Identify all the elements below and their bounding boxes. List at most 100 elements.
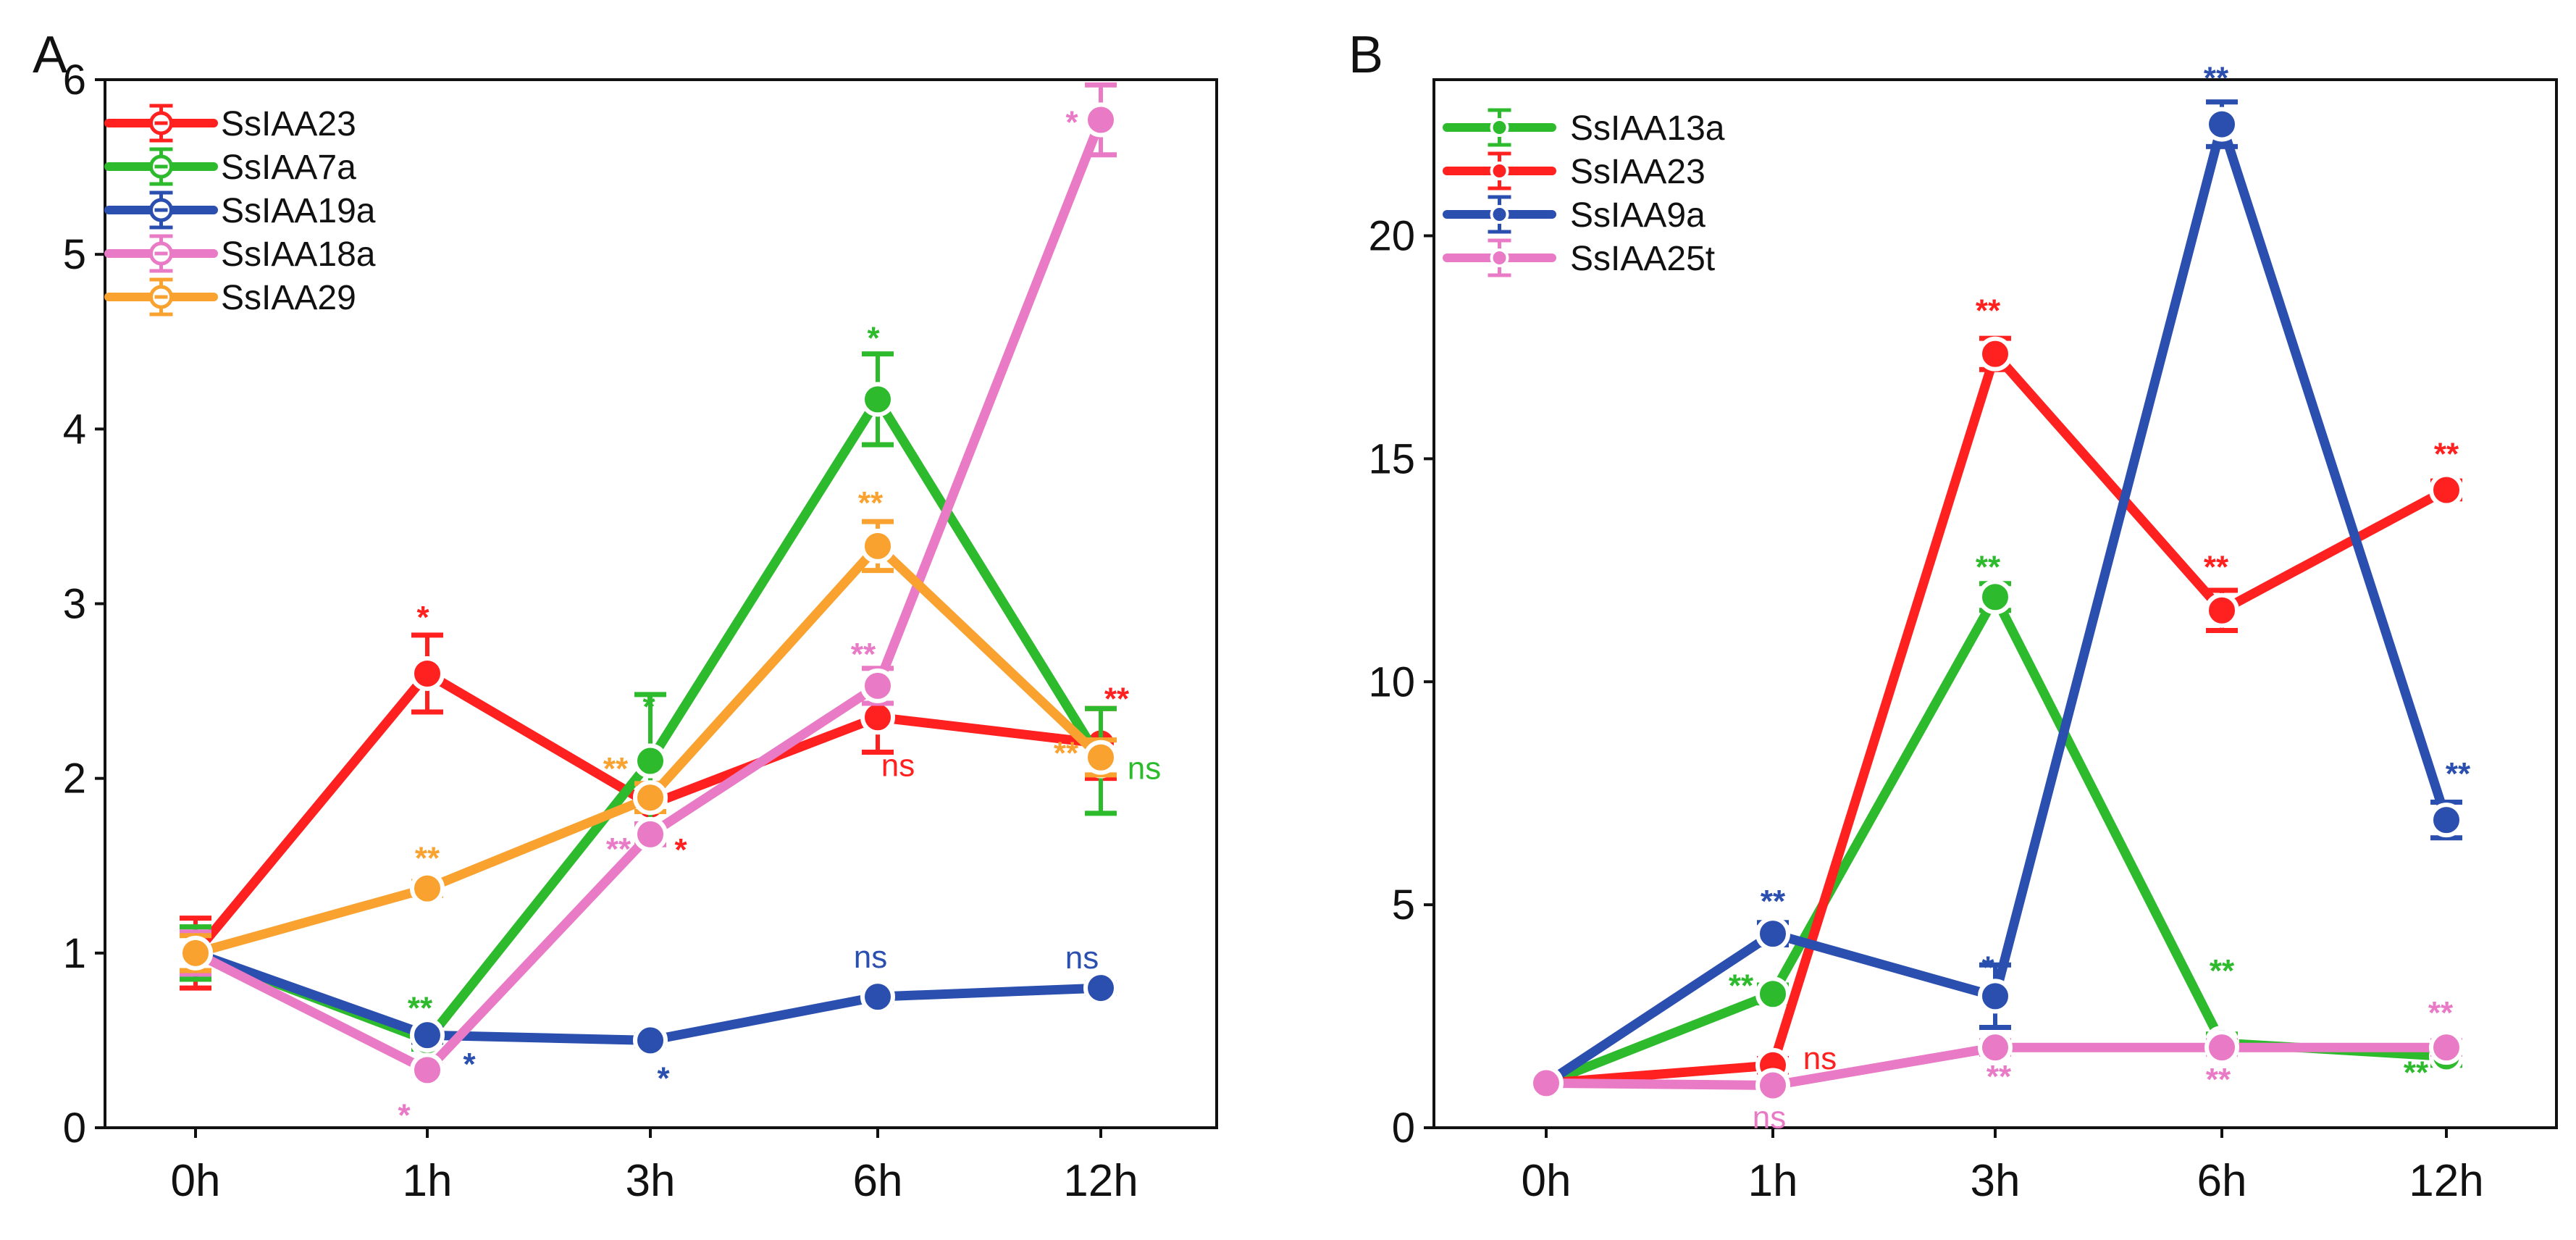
y-tick-label: 5 [1392,881,1415,929]
significance-label: ** [1976,293,2001,329]
significance-label: ** [2204,550,2229,585]
significance-label: ** [1761,884,1786,919]
significance-label: ** [851,637,876,672]
significance-label: * [398,1097,411,1133]
legend: SsIAA23 SsIAA7a SsIAA19a SsIAA18a SsIAA29 [104,104,376,317]
legend-label: SsIAA19a [221,192,376,230]
significance-label: ** [2404,1055,2429,1090]
data-point [633,1023,668,1058]
data-point [1083,740,1118,775]
data-point [2204,1030,2239,1065]
legend-item: SsIAA7a [104,147,356,187]
data-point [860,668,895,703]
significance-label: ns [1803,1041,1837,1076]
data-point [1978,336,2013,372]
legend-item: SsIAA13a [1443,108,1725,148]
data-point [633,816,668,852]
legend-swatch-marker [1490,162,1509,180]
legend-label: SsIAA25t [1570,240,1715,278]
legend-item: SsIAA23 [1443,151,1706,191]
legend-label: SsIAA23 [1570,153,1706,191]
data-point [410,655,445,691]
significance-label: * [674,832,687,868]
y-tick-label: 1 [63,930,86,977]
y-tick-label: 6 [63,56,86,104]
significance-label: ns [1753,1100,1786,1136]
legend-item: SsIAA9a [1443,195,1706,235]
data-point [1978,1030,2013,1065]
significance-label: ** [415,841,440,876]
data-point [1755,916,1790,952]
x-tick-label: 0h [1522,1156,1572,1206]
x-tick-label: 0h [171,1156,221,1206]
significance-label: ** [2428,995,2454,1031]
significance-label: ** [1976,549,2001,585]
y-tick-label: 0 [1392,1105,1415,1152]
significance-label: * [867,320,880,356]
legend-item: SsIAA29 [104,277,356,317]
data-point [1529,1065,1564,1101]
significance-label: ** [1729,968,1754,1003]
x-tick-label: 6h [2197,1156,2247,1206]
significance-label: ns [854,939,887,975]
data-point [410,871,445,906]
significance-label: ** [2204,61,2229,96]
y-tick-label: 2 [63,755,86,803]
legend-item: SsIAA18a [104,234,376,274]
data-point [1978,979,2013,1014]
legend-swatch-marker [1490,248,1509,267]
y-tick-label: 10 [1368,658,1415,705]
data-point [860,382,895,417]
y-tick-label: 20 [1368,213,1415,260]
significance-label: * [1981,950,1994,985]
data-point [2429,1030,2464,1065]
legend-label: SsIAA13a [1570,109,1725,148]
data-point [633,780,668,816]
legend-label: SsIAA18a [221,235,376,274]
data-point [2429,472,2464,508]
data-point [1978,579,2013,615]
significance-label: * [1065,104,1078,140]
y-tick-label: 3 [63,581,86,628]
y-tick-label: 5 [63,231,86,278]
significance-label: * [416,600,429,635]
data-point [410,1018,445,1053]
significance-label: * [463,1047,476,1082]
x-tick-label: 1h [1748,1156,1798,1206]
data-point [410,1052,445,1088]
significance-label: ** [1104,681,1130,716]
legend-swatch-marker [1490,205,1509,224]
series-ssiaa25t: ns ** ** ** [1529,995,2464,1136]
data-point [2204,592,2239,628]
data-point [2429,803,2464,838]
legend-item: SsIAA19a [104,190,376,230]
legend-item: SsIAA25t [1443,238,1715,278]
y-tick-label: 15 [1368,435,1415,482]
data-point [860,979,895,1015]
significance-label: ns [1065,940,1099,976]
x-tick-label: 1h [403,1156,453,1206]
x-tick-label: 3h [1971,1156,2021,1206]
x-tick-label: 12h [2409,1156,2483,1206]
legend-item: SsIAA23 [104,104,356,143]
significance-label: ** [1054,736,1079,771]
data-point [1083,971,1118,1006]
y-tick-label: 0 [63,1105,86,1152]
significance-label: ns [881,747,915,783]
legend-label: SsIAA9a [1570,196,1706,235]
significance-label: ** [1986,1059,2012,1094]
legend-label: SsIAA23 [221,105,356,143]
significance-label: ** [2446,756,2471,792]
x-tick-label: 6h [853,1156,903,1206]
legend-label: SsIAA7a [221,148,356,187]
significance-label: ns [1128,751,1161,787]
significance-label: ** [603,751,629,787]
data-point [633,743,668,779]
significance-label: * [642,690,655,725]
data-point [2204,106,2239,142]
data-point [1755,1068,1790,1103]
significance-label: ** [2434,436,2459,472]
